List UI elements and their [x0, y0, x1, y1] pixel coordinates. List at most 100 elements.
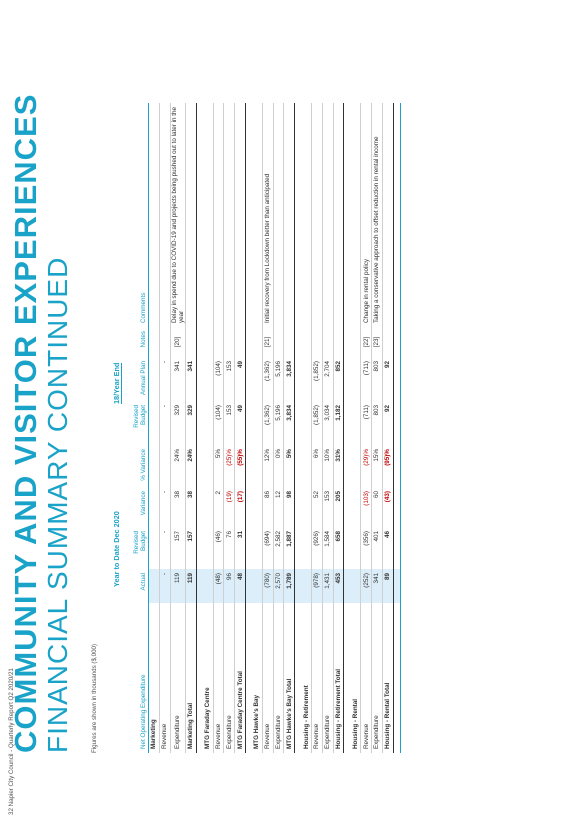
table-cell: [283, 327, 295, 357]
table-cell: [350, 527, 361, 569]
table-cell: Housing - Rental Total: [382, 603, 394, 753]
table-cell: [301, 103, 312, 327]
table-cell: [350, 569, 361, 603]
col-header: Notes: [124, 327, 149, 357]
table-cell: 96: [223, 569, 235, 603]
table-cell: MTG Faraday Centre Total: [234, 603, 246, 753]
col-header: Net Operating Expenditure: [124, 603, 149, 753]
col-header: % Variance: [124, 445, 149, 487]
table-cell: [350, 357, 361, 401]
table-cell: 119: [170, 569, 186, 603]
table-cell: 1,789: [283, 569, 295, 603]
table-cell: [202, 487, 214, 527]
table-cell: [322, 327, 334, 357]
table-cell: (926): [311, 527, 323, 569]
table-cell: 6%: [311, 445, 323, 487]
table-cell: -: [159, 527, 171, 569]
table-row: Expenditure 341 401 60 15% 803 803 [23] Taking a…: [371, 103, 383, 753]
table-cell: Expenditure: [322, 603, 334, 753]
table-cell: 12%: [262, 445, 274, 487]
table-cell: -: [159, 401, 171, 445]
table-cell: [252, 327, 263, 357]
total-row: Housing - Rental Total 89 46 (43) (95)% 92 92: [382, 103, 394, 753]
table-cell: Initial recovery from Lockdown better th…: [262, 103, 274, 327]
table-cell: 329: [185, 401, 197, 445]
section-row: Housing - Rental: [350, 103, 361, 753]
table-cell: [159, 445, 171, 487]
table-cell: 341: [371, 569, 383, 603]
table-cell: [159, 103, 171, 327]
table-row: Expenditure 1,431 1,584 153 10% 3,034 2,704: [322, 103, 334, 753]
table-cell: [333, 103, 344, 327]
table-cell: [185, 103, 197, 327]
table-cell: (780): [262, 569, 274, 603]
section-row: Marketing: [148, 103, 160, 753]
total-row: Housing - Retirement Total 453 658 205 31% 1,…: [333, 103, 344, 753]
table-cell: 5,196: [273, 401, 284, 445]
section-row: Housing - Retirement: [301, 103, 312, 753]
table-cell: (19): [223, 487, 235, 527]
table-cell: [159, 327, 171, 357]
table-cell: Revenue: [360, 603, 372, 753]
table-cell: [202, 527, 214, 569]
table-cell: (55)%: [234, 445, 246, 487]
table-cell: -: [159, 487, 171, 527]
col-header: Revised Budget: [124, 527, 149, 569]
table-cell: [252, 357, 263, 401]
table-cell: 92: [382, 401, 394, 445]
table-cell: 453: [333, 569, 344, 603]
table-cell: Expenditure: [273, 603, 284, 753]
table-cell: (95)%: [382, 445, 394, 487]
table-cell: 89: [382, 569, 394, 603]
col-header: Variance: [124, 487, 149, 527]
table-cell: 329: [170, 401, 186, 445]
table-row: Revenue - - - - -: [159, 103, 171, 753]
table-cell: 157: [170, 527, 186, 569]
group-header-ytd: Year to Date Dec 2020: [112, 511, 121, 587]
table-cell: 205: [333, 487, 344, 527]
table-cell: [273, 327, 284, 357]
table-cell: (252): [360, 569, 372, 603]
table-cell: [301, 401, 312, 445]
table-cell: [301, 487, 312, 527]
table-cell: (48): [213, 569, 224, 603]
table-cell: [393, 603, 401, 753]
table-cell: [393, 357, 401, 401]
table-cell: 46: [382, 527, 394, 569]
table-cell: Change in rental policy: [360, 103, 372, 327]
table-cell: [148, 527, 160, 569]
table-cell: [322, 103, 334, 327]
table-cell: Revenue: [262, 603, 274, 753]
table-cell: [393, 527, 401, 569]
table-cell: [202, 327, 214, 357]
table-cell: [202, 401, 214, 445]
table-row: Revenue (252) (356) (103) (29)% (711) (711) [22…: [360, 103, 372, 753]
table-row: Expenditure 2,570 2,582 12 0% 5,196 5,196: [273, 103, 284, 753]
table-cell: 341: [185, 357, 197, 401]
table-cell: [393, 569, 401, 603]
table-cell: 153: [223, 357, 235, 401]
table-cell: [350, 327, 361, 357]
table-cell: Expenditure: [371, 603, 383, 753]
table-cell: 3,834: [283, 401, 295, 445]
table-cell: 803: [371, 401, 383, 445]
table-cell: 52: [311, 487, 323, 527]
table-cell: 38: [185, 487, 197, 527]
table-cell: 24%: [185, 445, 197, 487]
table-cell: Expenditure: [223, 603, 235, 753]
table-cell: [393, 103, 401, 327]
table-cell: 3,034: [322, 401, 334, 445]
table-cell: [148, 401, 160, 445]
table-cell: 3,834: [283, 357, 295, 401]
table-cell: 24%: [170, 445, 186, 487]
group-header-year-end: 18/Year End: [112, 362, 122, 404]
table-cell: [350, 445, 361, 487]
table-cell: [382, 103, 394, 327]
table-cell: [301, 357, 312, 401]
table-cell: [333, 327, 344, 357]
table-cell: [223, 327, 235, 357]
table-cell: [21]: [262, 327, 274, 357]
table-header-row: Net Operating Expenditure Actual Revised…: [124, 103, 149, 753]
table-cell: 5,196: [273, 357, 284, 401]
table-cell: (1,362): [262, 401, 274, 445]
